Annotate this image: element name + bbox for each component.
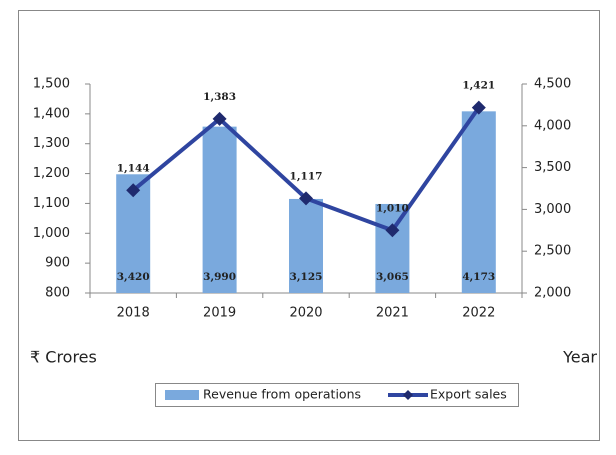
line-marker bbox=[126, 183, 141, 198]
y-tick-label: 1,400 bbox=[33, 106, 70, 121]
bar-value-label: 4,173 bbox=[462, 271, 495, 283]
x-tick-label: 2020 bbox=[289, 306, 322, 321]
line-marker bbox=[471, 100, 486, 115]
chart-border bbox=[18, 10, 600, 441]
y2-tick-label: 4,000 bbox=[534, 118, 571, 133]
y2-tick-label: 4,500 bbox=[534, 77, 571, 92]
legend-swatch bbox=[165, 390, 199, 400]
x-tick-label: 2022 bbox=[462, 306, 495, 321]
y-tick-label: 1,300 bbox=[33, 136, 70, 151]
bar-value-label: 3,065 bbox=[376, 271, 409, 283]
x-axis-label: Year bbox=[562, 348, 597, 367]
y-tick-label: 1,000 bbox=[33, 226, 70, 241]
y2-tick-label: 3,000 bbox=[534, 202, 571, 217]
line-marker bbox=[299, 191, 313, 206]
bar bbox=[202, 126, 237, 293]
line-value-label: 1,117 bbox=[290, 170, 323, 182]
y2-tick-label: 2,000 bbox=[534, 286, 571, 301]
bar bbox=[289, 198, 323, 293]
y-tick-label: 800 bbox=[45, 286, 70, 301]
bar-value-label: 3,990 bbox=[203, 271, 236, 283]
bar-value-label: 3,420 bbox=[117, 271, 150, 283]
y-tick-label: 1,100 bbox=[33, 196, 70, 211]
legend-label: Revenue from operations bbox=[203, 387, 361, 402]
x-tick-label: 2021 bbox=[376, 306, 409, 321]
y-tick-label: 1,500 bbox=[33, 77, 70, 92]
y-tick-label: 1,200 bbox=[33, 166, 70, 181]
legend-label: Export sales bbox=[430, 387, 507, 402]
y-axis-label: ₹ Crores bbox=[30, 348, 97, 367]
y-tick-label: 900 bbox=[45, 256, 70, 271]
line-marker bbox=[212, 111, 227, 126]
bar-value-label: 3,125 bbox=[290, 271, 323, 283]
line-value-label: 1,383 bbox=[203, 91, 236, 103]
bar bbox=[375, 203, 410, 293]
bar bbox=[461, 111, 496, 294]
legend-box bbox=[155, 383, 519, 407]
legend-marker bbox=[403, 390, 413, 400]
y2-tick-label: 2,500 bbox=[534, 244, 571, 259]
y2-tick-label: 3,500 bbox=[534, 160, 571, 175]
line-value-label: 1,010 bbox=[376, 202, 409, 214]
line-marker bbox=[385, 223, 400, 238]
line-value-label: 1,421 bbox=[462, 80, 495, 92]
x-tick-label: 2019 bbox=[203, 306, 236, 321]
line-value-label: 1,144 bbox=[117, 162, 150, 174]
x-tick-label: 2018 bbox=[117, 306, 150, 321]
